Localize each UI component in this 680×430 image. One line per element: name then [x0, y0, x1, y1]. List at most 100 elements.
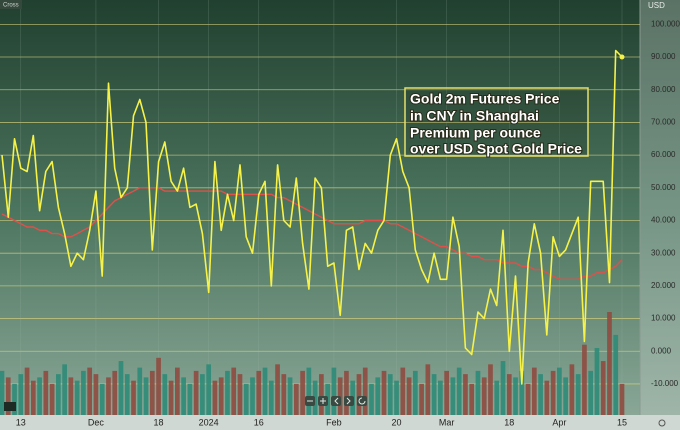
volume-bar: [569, 364, 575, 415]
y-tick-label: 40.000: [651, 216, 676, 225]
volume-bar: [5, 377, 11, 415]
volume-bar: [481, 377, 487, 415]
volume-bar: [43, 370, 49, 415]
volume-bar: [206, 364, 212, 415]
volume-bar: [231, 367, 237, 415]
volume-bar: [400, 367, 406, 415]
volume-bar: [243, 383, 249, 415]
volume-bar: [538, 374, 543, 415]
volume-bar: [438, 380, 443, 415]
volume-bar: [268, 380, 274, 415]
last-point: [619, 54, 625, 60]
volume-bar: [425, 364, 431, 415]
volume-bar: [456, 367, 462, 415]
y-tick-label: 50.000: [651, 183, 676, 192]
x-tick-label: 18: [154, 417, 164, 427]
volume-bar: [607, 312, 612, 415]
x-tick-label: 18: [504, 417, 514, 427]
volume-bar: [488, 364, 493, 415]
volume-bar: [293, 383, 299, 415]
volume-bar: [181, 377, 186, 415]
y-tick-label: 70.000: [651, 118, 676, 127]
volume-bar: [531, 367, 537, 415]
volume-bar: [312, 380, 318, 415]
y-tick-label: 30.000: [651, 248, 676, 257]
annotation-box: [404, 87, 589, 157]
volume-bar: [218, 377, 224, 415]
volume-bar: [394, 380, 399, 415]
y-tick-label: 60.000: [651, 150, 676, 159]
annotation-line: in CNY in Shanghai: [410, 108, 539, 124]
volume-bar: [12, 383, 17, 415]
volume-bar: [331, 367, 337, 415]
scroll-left-button[interactable]: [331, 396, 341, 406]
x-tick-label: 20: [392, 417, 402, 427]
volume-bar: [337, 377, 343, 415]
logo: [4, 402, 16, 411]
volume-bar: [74, 380, 80, 415]
y-tick-label: 20.000: [651, 281, 676, 290]
volume-bar: [262, 367, 268, 415]
volume-bar: [137, 367, 143, 415]
volume-bar: [406, 377, 412, 415]
x-tick-label: 15: [617, 417, 627, 427]
volume-bar: [62, 364, 67, 415]
volume-bar: [68, 377, 74, 415]
volume-bar: [175, 367, 180, 415]
volume-bar: [93, 374, 99, 415]
x-tick-label: Feb: [326, 417, 342, 427]
time-axis-area: [0, 415, 680, 430]
volume-bar: [281, 374, 287, 415]
volume-bar: [30, 380, 36, 415]
volume-bar: [131, 380, 136, 415]
volume-bar: [118, 361, 124, 415]
volume-bar: [149, 370, 155, 415]
series-line: [1, 187, 623, 280]
volume-bar: [375, 377, 381, 415]
volume-bar: [344, 370, 349, 415]
price-axis-area: [640, 0, 680, 430]
volume-bar: [619, 383, 625, 415]
volume-bar: [212, 380, 218, 415]
volume-bar: [287, 377, 293, 415]
x-tick-label: 2024: [199, 417, 219, 427]
volume-bar: [369, 383, 374, 415]
x-tick-label: Dec: [88, 417, 105, 427]
volume-bar: [106, 377, 111, 415]
annotation-line: over USD Spot Gold Price: [410, 141, 582, 157]
volume-bar: [575, 374, 581, 415]
volume-bar: [494, 380, 500, 415]
settings-icon[interactable]: [658, 419, 666, 427]
volume-bar: [256, 370, 262, 415]
volume-bar: [162, 374, 168, 415]
volume-bar: [600, 361, 606, 415]
volume-bar: [49, 383, 55, 415]
volume-bar: [563, 377, 568, 415]
volume-bar: [300, 370, 305, 415]
volume-bar: [582, 344, 587, 415]
volume-bar: [225, 370, 230, 415]
y-tick-label: 10.000: [651, 314, 676, 323]
volume-bar: [237, 374, 243, 415]
volume-bar: [557, 367, 562, 415]
volume-bar: [463, 374, 468, 415]
volume-bar: [250, 377, 255, 415]
volume-bar: [550, 370, 556, 415]
axis-unit: USD: [648, 1, 665, 10]
mode-label: Cross: [3, 3, 19, 9]
volume-bar: [588, 370, 594, 415]
mode-badge[interactable]: [0, 0, 22, 9]
volume-bar: [87, 367, 93, 415]
volume-bar: [613, 334, 619, 415]
scroll-right-button[interactable]: [344, 396, 354, 406]
volume-bar: [124, 374, 130, 415]
volume-bar: [469, 383, 475, 415]
volume-bar: [18, 374, 24, 415]
volume-bar: [143, 377, 149, 415]
y-tick-label: 90.000: [651, 52, 676, 61]
volume-bar: [450, 377, 456, 415]
x-tick-label: 16: [254, 417, 264, 427]
volume-bar: [544, 380, 550, 415]
